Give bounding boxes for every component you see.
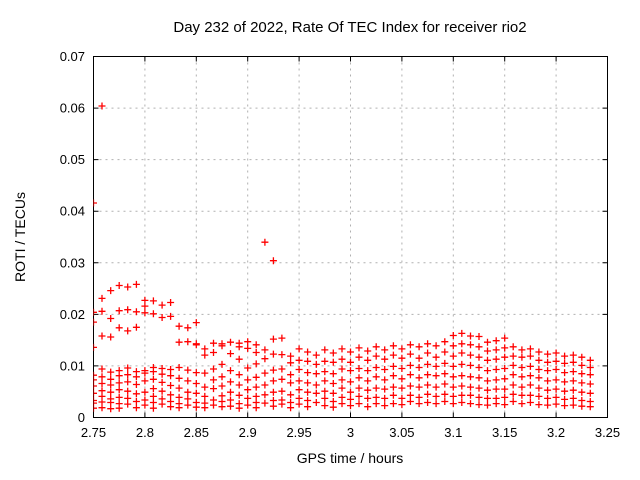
y-tick-label: 0.05: [60, 152, 85, 167]
x-tick-label: 2.85: [184, 425, 209, 440]
x-tick-label: 3.15: [492, 425, 517, 440]
grid-lines: [93, 56, 608, 418]
x-tick-labels: 2.75 2.8 2.85 2.9 2.95 3 3.05 3.1 3.15 3.2 3.25: [81, 425, 620, 440]
y-tick-label: 0.02: [60, 307, 85, 322]
x-axis-label: GPS time / hours: [297, 450, 404, 466]
tick-marks: [93, 56, 608, 418]
y-tick-label: 0: [78, 410, 85, 425]
x-tick-label: 3.2: [547, 425, 565, 440]
y-tick-label: 0.03: [60, 255, 85, 270]
y-axis-label: ROTI / TECUs: [12, 192, 28, 282]
x-tick-label: 2.75: [81, 425, 106, 440]
y-tick-label: 0.06: [60, 101, 85, 116]
x-tick-label: 2.8: [136, 425, 154, 440]
scatter-markers: [93, 102, 594, 413]
x-tick-label: 3.05: [389, 425, 414, 440]
x-tick-label: 2.9: [239, 425, 257, 440]
data-points: [93, 102, 594, 413]
grid-path: [93, 56, 608, 418]
y-tick-label: 0.04: [60, 204, 85, 219]
y-tick-labels: 0 0.01 0.02 0.03 0.04 0.05 0.06 0.07: [60, 49, 85, 425]
axis-ticks: [93, 56, 608, 418]
x-tick-label: 3.1: [444, 425, 462, 440]
chart-title: Day 232 of 2022, Rate Of TEC Index for r…: [173, 19, 526, 36]
x-tick-label: 3: [347, 425, 354, 440]
y-tick-label: 0.01: [60, 358, 85, 373]
x-tick-label: 2.95: [286, 425, 311, 440]
x-tick-label: 3.25: [595, 425, 620, 440]
y-tick-label: 0.07: [60, 49, 85, 64]
